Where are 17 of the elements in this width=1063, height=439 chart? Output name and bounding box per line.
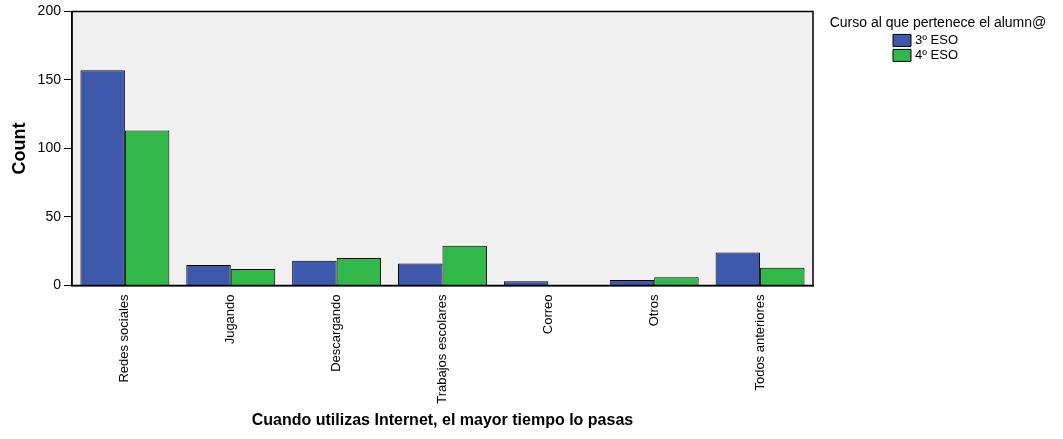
y-tick-label: 0 — [53, 276, 62, 293]
x-axis-title: Cuando utilizas Internet, el mayor tiempo lo pasas — [251, 410, 634, 428]
legend-title: Curso al que pertenece el alumn@ — [829, 14, 1047, 31]
x-tick-label: Jugando — [222, 294, 238, 345]
y-tick-label: 100 — [37, 139, 62, 156]
legend-label: 3º ESO — [915, 31, 959, 47]
y-axis-title: Count — [8, 122, 29, 175]
y-tick-label: 150 — [37, 70, 62, 87]
x-tick-label: Redes sociales — [116, 293, 132, 383]
x-tick-label: Correo — [539, 294, 555, 335]
x-tick-label: Descargando — [328, 294, 344, 372]
x-tick-label: Otros — [645, 293, 661, 327]
x-tick-label: Todos anteriores — [751, 293, 767, 391]
x-tick-label: Trabajos escolares — [434, 293, 450, 404]
legend-label: 4º ESO — [915, 46, 959, 62]
y-tick-label: 50 — [45, 207, 62, 224]
y-tick-label: 200 — [37, 2, 62, 19]
